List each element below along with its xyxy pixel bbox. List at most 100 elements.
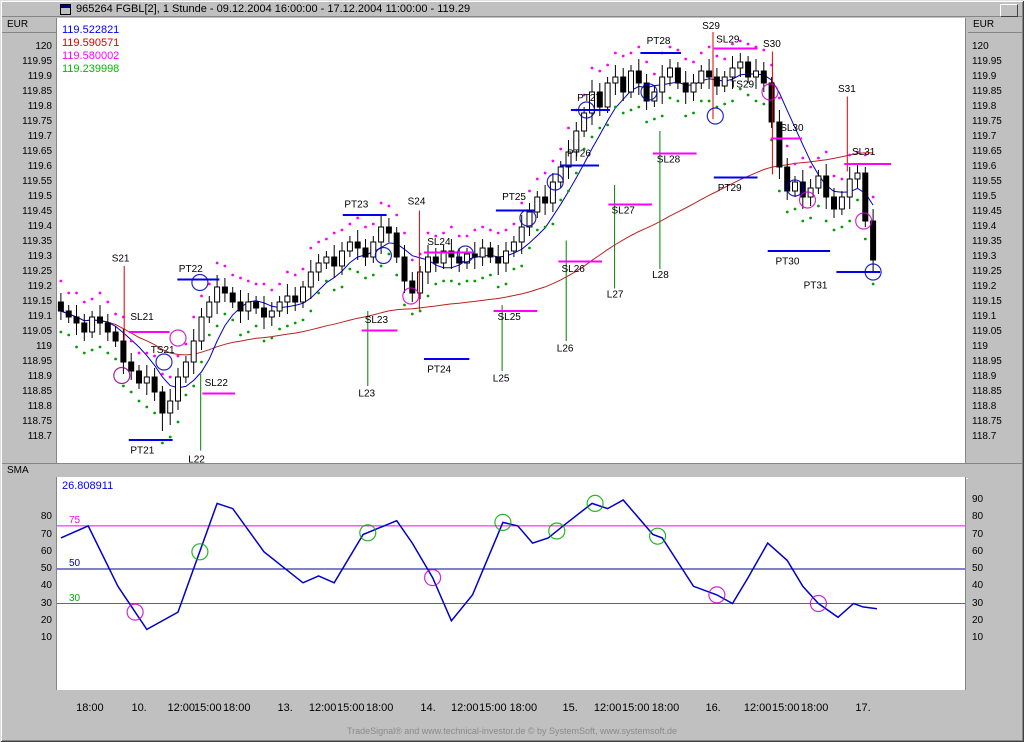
- time-axis-label: 10.: [131, 702, 147, 714]
- time-axis-label: 15:00: [479, 702, 507, 714]
- price-axis-label: 119.05: [22, 326, 52, 337]
- candle: [284, 295, 291, 303]
- window-icon: [60, 3, 71, 15]
- indicator-axis-right[interactable]: 90 80 70 60 50 40 30 20 10: [968, 477, 1022, 690]
- time-axis-label: 18:00: [76, 702, 104, 714]
- price-axis-label: 119.55: [22, 176, 52, 187]
- indicator-axis-label: 30: [972, 597, 984, 609]
- indicator-axis-label: 40: [972, 580, 984, 592]
- trade-marker-circle: [519, 209, 537, 227]
- candle: [854, 172, 861, 180]
- price-axis-label: 119.15: [22, 296, 52, 307]
- candle: [729, 67, 736, 78]
- candle: [870, 220, 877, 261]
- candle: [464, 253, 470, 264]
- trade-marker-circle: [706, 107, 724, 125]
- trade-marker-circle: [855, 212, 873, 230]
- time-axis-label: 15:00: [194, 702, 222, 714]
- indicator-axis-label: 80: [972, 511, 984, 523]
- indicator-chart[interactable]: 26.808911 75 50 30: [56, 477, 966, 690]
- candle: [815, 175, 822, 189]
- price-axis-label: 119.4: [27, 221, 52, 232]
- time-axis[interactable]: 18:00 10. 12:00 15:00 18:00 13. 12:00 15:00 18:0…: [57, 700, 965, 715]
- window-button[interactable]: [1000, 4, 1018, 17]
- price-axis-left[interactable]: EUR 120 119.95 119.9 119.85 119.8 119.75 119.7…: [2, 18, 56, 463]
- trade-marker-circle: [798, 191, 817, 209]
- annotation-label: SL21: [130, 312, 154, 323]
- candle: [643, 82, 650, 102]
- annotations-layer: S21 SL21 TS21 PT21 L22 SL22 PT22 PT23 L23 SL23 PT2…: [112, 21, 892, 463]
- indicator-axis-label: 40: [40, 580, 52, 592]
- time-axis-label: 18:00: [365, 702, 394, 714]
- candle: [495, 256, 502, 264]
- candle: [698, 70, 705, 84]
- price-axis-label: 119.45: [972, 206, 1002, 217]
- candle: [534, 196, 541, 213]
- annotation-label: PT26: [567, 149, 591, 160]
- candlestick-chart: S21 SL21 TS21 PT21 L22 SL22 PT22 PT23 L23 SL23 PT2…: [57, 21, 892, 463]
- price-axis-label: 119.1: [972, 311, 997, 322]
- time-axis-label: 15:00: [622, 702, 650, 714]
- price-axis-label: 119.65: [22, 146, 52, 157]
- annotation-label: S24: [408, 197, 426, 208]
- annotation-label: L28: [652, 270, 669, 281]
- candle: [104, 322, 111, 333]
- price-axis-label: 119.9: [27, 71, 52, 82]
- candle: [823, 175, 830, 198]
- time-axis-label: 18:00: [651, 702, 680, 714]
- oscillator-marker-circle: [708, 586, 726, 604]
- oscillator-marker-circle: [359, 524, 377, 542]
- candle: [143, 376, 150, 384]
- price-chart[interactable]: S21 SL21 TS21 PT21 L22 SL22 PT22 PT23 L23 SL23 PT2…: [56, 18, 966, 463]
- price-axis-label: 119.75: [22, 116, 52, 127]
- candle: [573, 130, 580, 153]
- candle: [112, 331, 119, 342]
- trade-marker-circle: [191, 273, 209, 292]
- chart-titlebar[interactable]: 965264 FGBL[2], 1 Stunde - 09.12.2004 16…: [2, 2, 1022, 17]
- trade-marker-circle: [374, 246, 392, 265]
- candle: [136, 370, 142, 384]
- candle: [237, 301, 244, 312]
- candle: [323, 256, 330, 264]
- candle: [229, 292, 236, 303]
- oscillator-marker-circle: [809, 594, 828, 613]
- price-axis-label: 119.6: [27, 161, 52, 172]
- indicator-axis-left[interactable]: 80 70 60 50 40 30 20 10: [2, 477, 56, 690]
- oscillator-marker-circle: [126, 603, 144, 621]
- candle: [221, 286, 228, 294]
- candle: [838, 196, 845, 210]
- chart-title: 965264 FGBL[2], 1 Stunde - 09.12.2004 16…: [76, 3, 471, 15]
- annotation-label: S30: [763, 39, 781, 50]
- indicator-axis-label: 50: [972, 563, 984, 574]
- candle: [268, 310, 275, 318]
- fractal-dots-layer: [59, 39, 875, 445]
- time-axis-label: 12:00: [167, 702, 196, 714]
- price-axis-label: 119.85: [972, 86, 1002, 97]
- indicator-axis-label: 50: [40, 563, 52, 574]
- candle: [667, 67, 673, 78]
- candle: [331, 256, 338, 267]
- candle: [448, 250, 455, 258]
- price-axis-label: 119.1: [27, 311, 52, 322]
- trade-marker-circle: [155, 353, 173, 371]
- legend-value-ma-fast: 119.522821: [62, 24, 120, 36]
- indicator-axis-label: 70: [40, 528, 52, 540]
- time-axis-label: 18:00: [509, 702, 538, 714]
- level-label: 30: [69, 592, 81, 604]
- candle: [526, 211, 533, 228]
- trade-marker-circle: [640, 83, 658, 101]
- price-axis-label: 119.5: [27, 191, 52, 202]
- trade-marker-circle: [456, 245, 474, 263]
- price-axis-right[interactable]: EUR 120 119.95 119.9 119.85 119.8 119.75 119.7…: [968, 18, 1022, 463]
- indicator-axis-label: 70: [972, 528, 984, 540]
- footer-credits: TradeSignal® and www.technical-investor.…: [346, 726, 678, 736]
- candle: [565, 151, 572, 168]
- candle: [292, 295, 299, 303]
- time-axis-label: 12:00: [593, 702, 622, 714]
- indicator-axis-label: 60: [40, 545, 52, 557]
- time-axis-label: 12:00: [450, 702, 479, 714]
- candle: [159, 391, 166, 414]
- candle: [253, 301, 260, 309]
- time-axis-label: 12:00: [308, 702, 337, 714]
- price-axis-label: 118.85: [972, 386, 1002, 397]
